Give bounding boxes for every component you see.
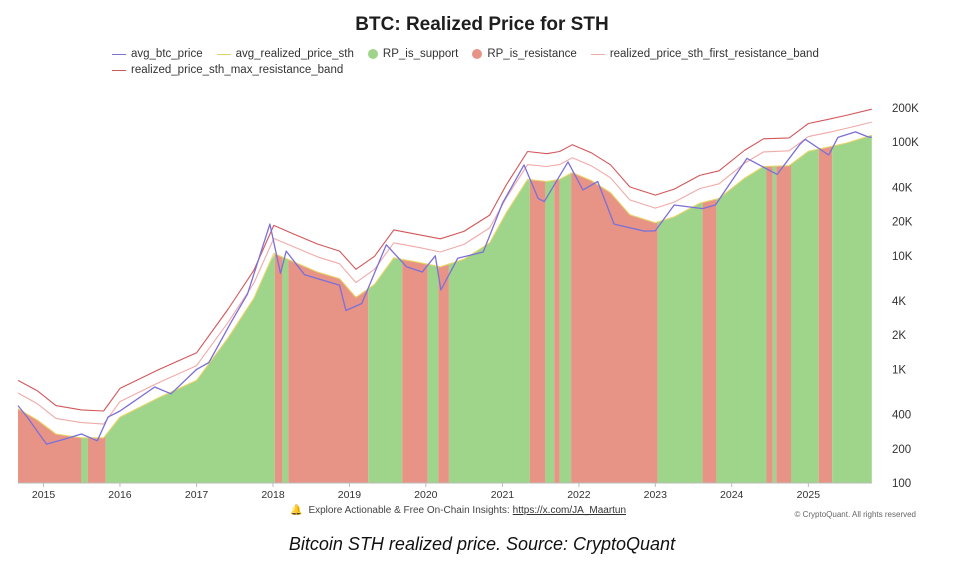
- region-RP_is_support: [282, 257, 289, 483]
- region-RP_is_support: [448, 179, 530, 483]
- region-RP_is_resistance: [766, 166, 773, 483]
- region-RP_is_resistance: [402, 259, 428, 483]
- legend: avg_btc_price avg_realized_price_sth RP_is…: [112, 46, 872, 78]
- y-tick-label: 200K: [892, 103, 919, 115]
- region-RP_is_resistance: [438, 264, 449, 483]
- legend-item-avg_btc_price[interactable]: avg_btc_price: [112, 48, 203, 60]
- y-tick-label: 20K: [892, 217, 913, 229]
- region-RP_is_support: [81, 437, 88, 483]
- region-RP_is_support: [559, 173, 572, 483]
- x-tick-label: 2016: [108, 489, 132, 500]
- legend-swatch: [472, 49, 483, 59]
- region-RP_is_resistance: [776, 164, 791, 484]
- chart-title: BTC: Realized Price for STH: [355, 14, 609, 35]
- series-line-realized_price_sth_first_resistance_band: [17, 121, 872, 425]
- region-RP_is_resistance: [554, 179, 560, 483]
- region-RP_is_resistance: [702, 199, 717, 483]
- y-tick-label: 200: [892, 444, 911, 456]
- legend-label: realized_price_sth_max_resistance_band: [131, 64, 344, 76]
- y-tick-label: 40K: [892, 182, 913, 194]
- region-RP_is_support: [427, 264, 439, 483]
- region-RP_is_resistance: [288, 259, 369, 483]
- region-RP_is_support: [791, 149, 819, 483]
- legend-swatch: [112, 53, 126, 55]
- region-RP_is_support: [545, 180, 555, 484]
- series-line-avg_realized_price_sth: [17, 134, 872, 439]
- legend-label: RP_is_support: [382, 48, 459, 60]
- region-RP_is_support: [368, 257, 403, 483]
- region-RP_is_resistance: [571, 173, 658, 483]
- legend-item-avg_realized_price_sth[interactable]: avg_realized_price_sth: [216, 48, 354, 60]
- x-tick-label: 2019: [338, 489, 362, 500]
- legend-item-realized_price_sth_max_resistance_band[interactable]: realized_price_sth_max_resistance_band: [112, 64, 343, 76]
- legend-row: realized_price_sth_max_resistance_band: [112, 62, 872, 78]
- x-tick-label: 2018: [261, 489, 285, 500]
- footer-note: 🔔 Explore Actionable & Free On-Chain Ins…: [290, 505, 626, 516]
- region-RP_is_support: [105, 253, 275, 483]
- x-tick-label: 2025: [797, 489, 821, 500]
- image-caption: Bitcoin STH realized price. Source: Cryp…: [288, 534, 676, 554]
- legend-label: realized_price_sth_first_resistance_band: [609, 48, 819, 60]
- x-tick-label: 2023: [644, 489, 668, 500]
- y-tick-label: 100: [892, 478, 911, 490]
- legend-label: avg_btc_price: [131, 48, 203, 60]
- chart-plot: 200K 100K 40K 20K 10K 4K 2K 1K 400 200 100 2015 2016…: [17, 103, 919, 500]
- y-tick-label: 400: [892, 410, 911, 422]
- footer-link[interactable]: https://x.com/JA_Maartun: [512, 505, 627, 516]
- legend-item-realized_price_sth_first_resistance_band[interactable]: realized_price_sth_first_resistance_band: [590, 48, 819, 60]
- legend-swatch: [367, 49, 378, 59]
- y-tick-label: 100K: [892, 137, 919, 149]
- y-tick-label: 4K: [892, 296, 906, 308]
- x-tick-label: 2021: [491, 489, 515, 500]
- x-tick-label: 2017: [185, 489, 209, 500]
- legend-label: avg_realized_price_sth: [235, 48, 354, 60]
- region-RP_is_resistance: [18, 408, 82, 483]
- legend-swatch: [216, 53, 231, 55]
- legend-swatch: [112, 69, 126, 71]
- x-tick-label: 2020: [414, 489, 438, 500]
- y-tick-label: 1K: [892, 364, 906, 376]
- region-RP_is_resistance: [818, 146, 833, 483]
- x-tick-label: 2022: [567, 489, 591, 500]
- legend-row: avg_btc_price avg_realized_price_sth RP_is…: [112, 46, 872, 62]
- legend-item-RP_is_resistance[interactable]: RP_is_resistance: [472, 48, 577, 60]
- copyright-text: © CryptoQuant. All rights reserved: [794, 510, 917, 519]
- region-RP_is_resistance: [529, 179, 546, 483]
- region-RP_is_support: [657, 202, 703, 483]
- series-line-avg_btc_price: [17, 131, 872, 445]
- region-RP_is_resistance: [274, 253, 283, 483]
- x-tick-label: 2015: [32, 489, 56, 500]
- x-tick-label: 2024: [720, 489, 744, 500]
- y-tick-label: 2K: [892, 330, 906, 342]
- legend-label: RP_is_resistance: [487, 48, 577, 60]
- y-tick-label: 10K: [892, 251, 913, 263]
- region-RP_is_support: [716, 166, 767, 483]
- region-RP_is_support: [772, 166, 777, 483]
- legend-item-RP_is_support[interactable]: RP_is_support: [367, 48, 459, 60]
- legend-swatch: [590, 53, 605, 55]
- region-RP_is_support: [832, 135, 872, 484]
- footer-text: Explore Actionable & Free On-Chain Insig…: [308, 505, 510, 516]
- series-line-realized_price_sth_max_resistance_band: [17, 108, 872, 412]
- region-RP_is_resistance: [87, 435, 106, 483]
- bell-icon: 🔔: [290, 505, 303, 516]
